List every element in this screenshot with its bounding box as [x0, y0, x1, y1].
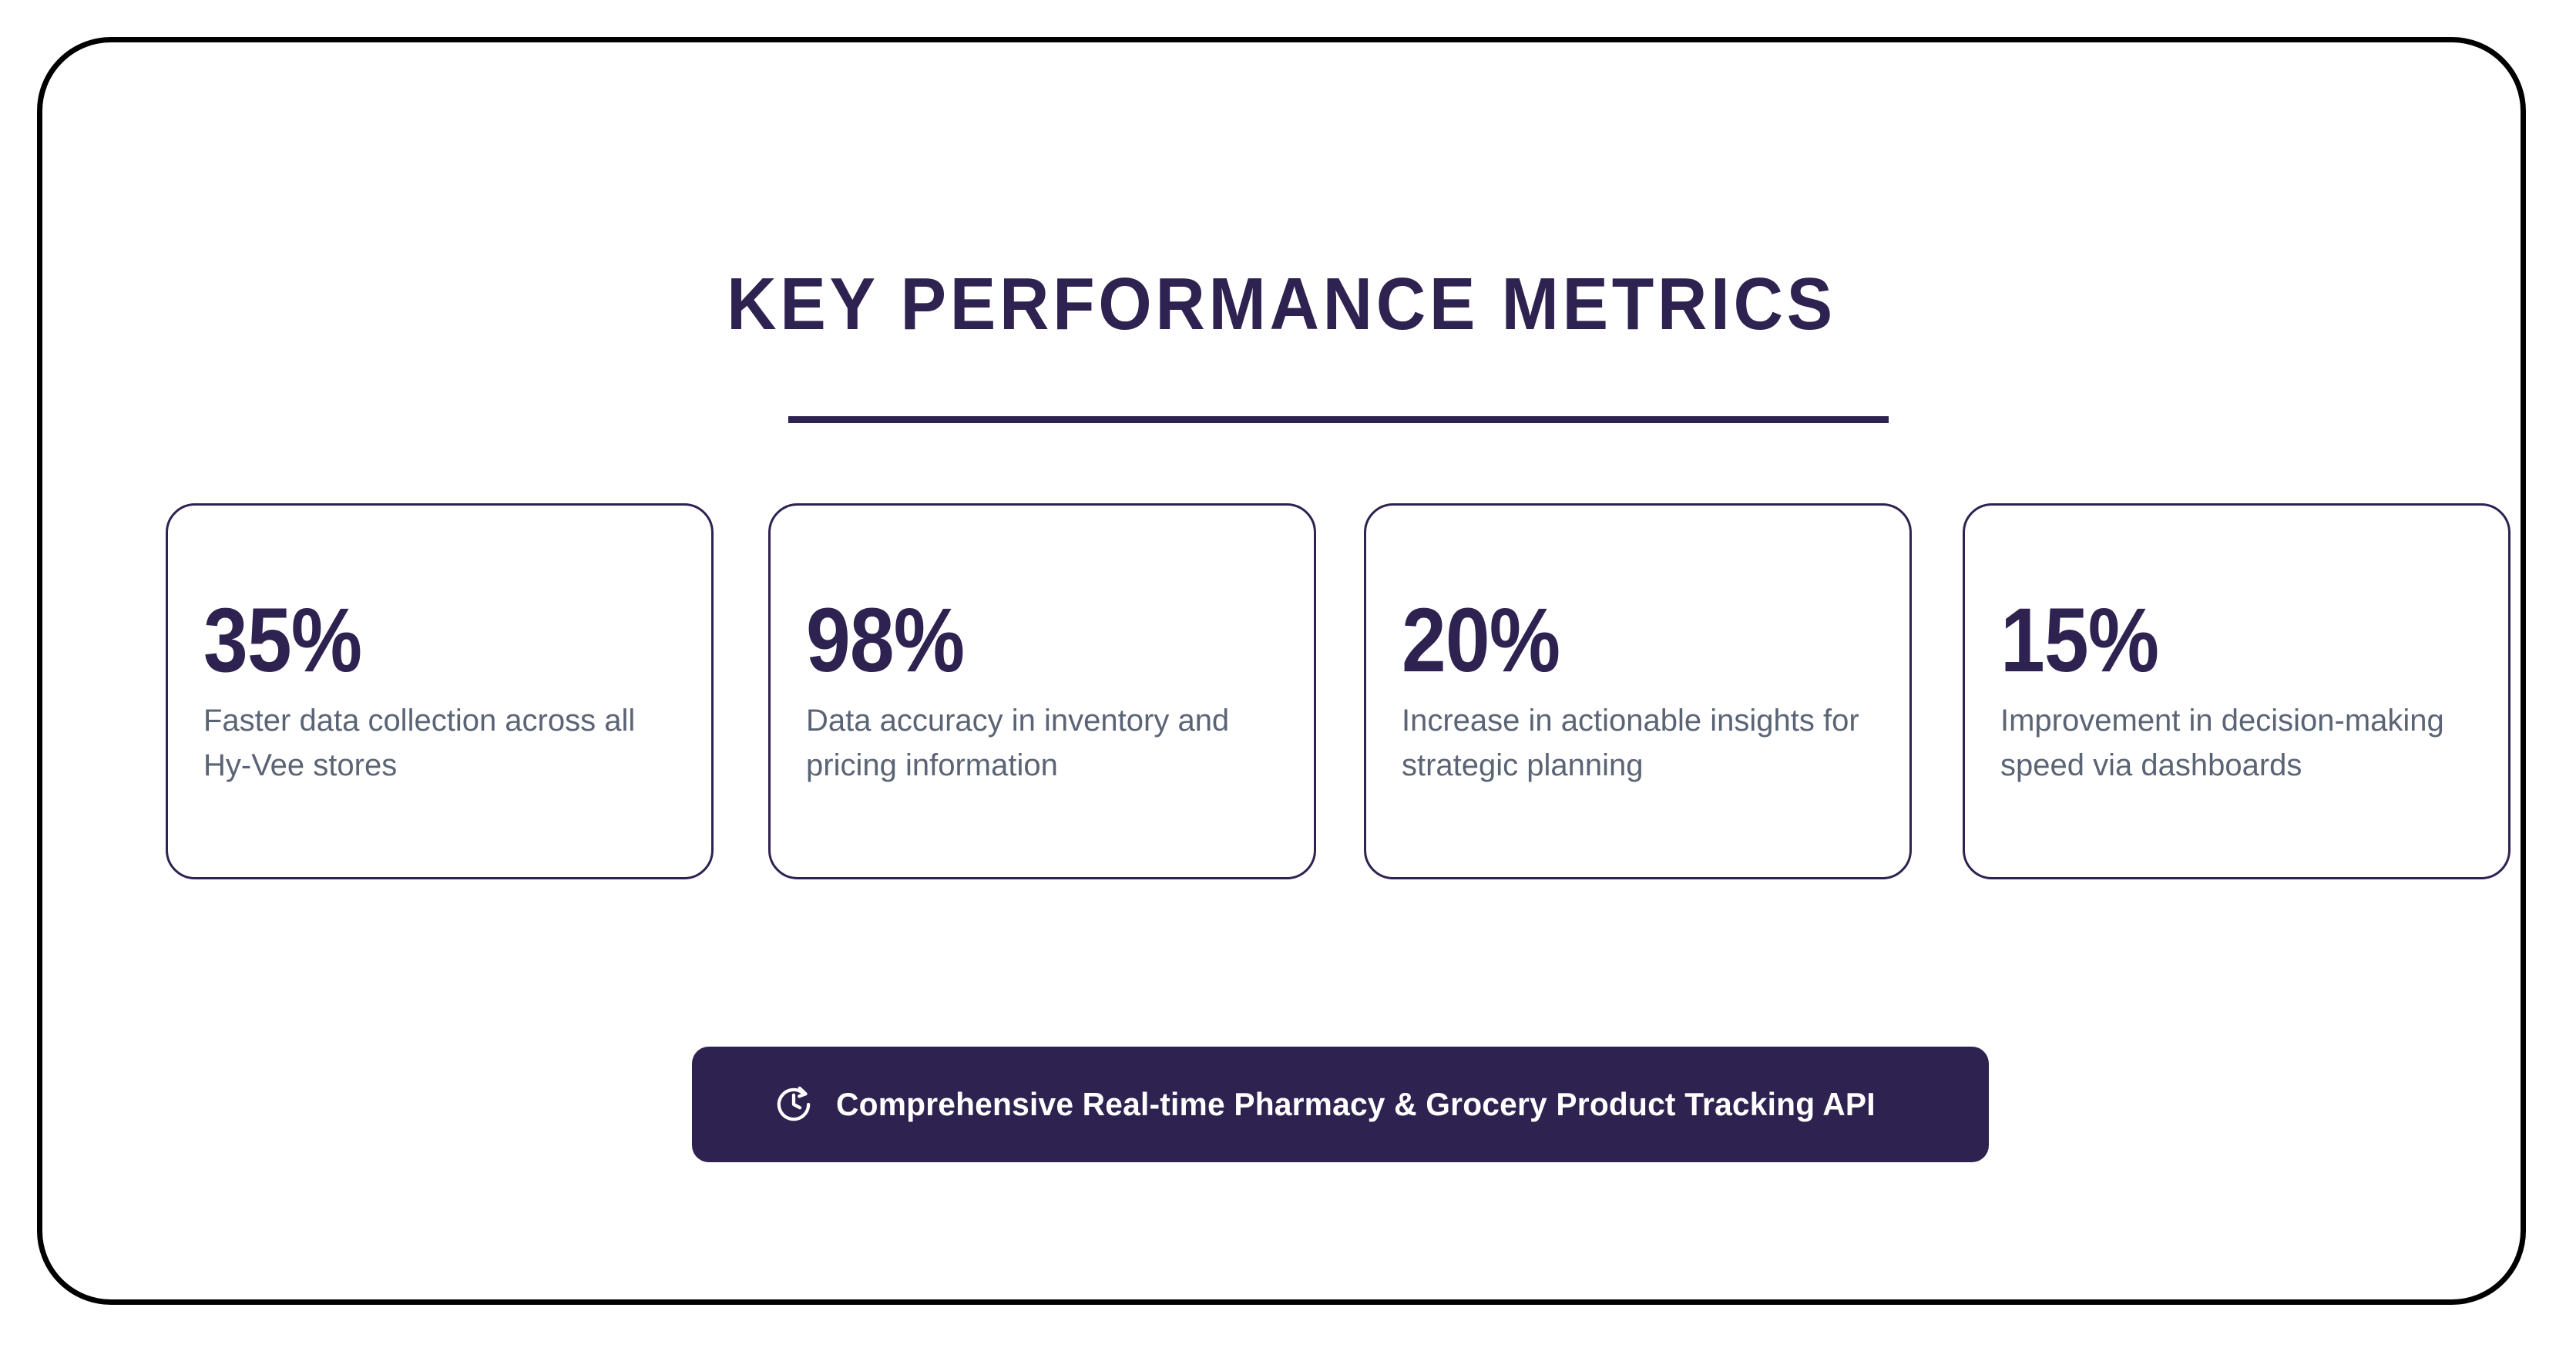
metric-card: 98% Data accuracy in inventory and prici… — [768, 503, 1316, 879]
metrics-row: 35% Faster data collection across all Hy… — [166, 503, 2511, 879]
metric-card: 15% Improvement in decision-making speed… — [1963, 503, 2511, 879]
metric-description: Improvement in decision-making speed via… — [2000, 704, 2444, 782]
metric-card: 20% Increase in actionable insights for … — [1364, 503, 1912, 879]
api-banner-label: Comprehensive Real-time Pharmacy & Groce… — [836, 1086, 1876, 1122]
api-banner: Comprehensive Real-time Pharmacy & Groce… — [692, 1047, 1989, 1162]
page-title-block: KEY PERFORMANCE METRICS — [42, 263, 2521, 423]
metric-value: 15% — [2000, 590, 2159, 691]
clock-arrow-icon — [778, 1086, 811, 1121]
metric-description: Increase in actionable insights for stra… — [1402, 704, 1859, 782]
metric-card: 35% Faster data collection across all Hy… — [166, 503, 714, 879]
slide-frame: KEY PERFORMANCE METRICS 35% Faster data … — [37, 37, 2526, 1305]
metric-value: 20% — [1402, 590, 1560, 691]
metric-description: Data accuracy in inventory and pricing i… — [806, 704, 1230, 782]
page-title: KEY PERFORMANCE METRICS — [727, 263, 1836, 345]
metric-value: 35% — [203, 590, 362, 691]
title-underline — [788, 416, 1889, 423]
metric-description: Faster data collection across all Hy-Vee… — [203, 704, 636, 782]
metric-value: 98% — [806, 590, 965, 691]
